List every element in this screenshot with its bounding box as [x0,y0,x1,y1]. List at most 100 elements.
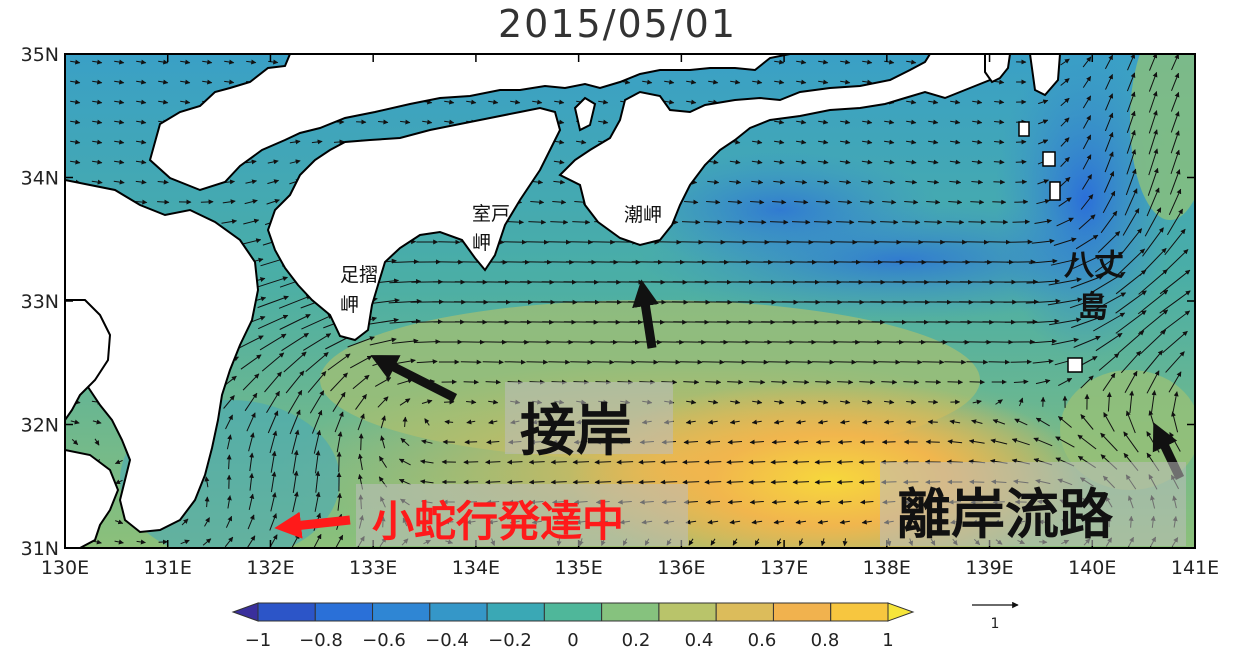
current-vector [903,379,920,385]
current-vector [136,79,147,85]
current-vector [818,399,829,405]
current-vector [792,479,810,485]
current-vector [1119,228,1143,256]
current-vector [798,538,804,546]
colorbar-tick-label: −0.2 [488,630,532,651]
current-vector [115,519,124,525]
current-vector [92,159,103,165]
current-vector [226,454,232,470]
current-vector [289,159,301,165]
current-vector [397,378,414,385]
current-vector [815,439,830,445]
current-vector [1014,199,1029,205]
current-vector [861,179,874,185]
current-vector [817,419,828,425]
current-vector [905,159,917,165]
current-vector [766,239,792,245]
current-vector [330,372,348,392]
current-vector [1148,129,1158,155]
current-vector [243,218,260,225]
land-masses [65,54,1083,548]
current-vector [592,359,615,365]
current-vector [1146,187,1160,217]
current-vector [242,373,260,391]
izu-island-3 [1049,181,1061,201]
current-vector [1126,129,1136,154]
place-muroto-1: 室戸 [472,203,511,225]
current-vector [114,139,125,145]
current-vector [525,239,549,245]
current-vector [701,359,725,365]
current-vector [92,79,103,85]
current-vector [416,359,438,365]
x-tick-label: 131E [144,557,192,579]
current-vector [949,419,961,425]
current-vector [686,79,697,85]
current-vector [369,337,397,346]
current-vector [334,411,344,433]
current-vector [1139,329,1167,355]
current-vector [949,159,961,165]
x-tick-label: 132E [246,557,294,579]
current-vector [485,459,501,465]
current-vector [1142,227,1164,257]
current-vector [1014,418,1028,426]
current-vector [811,359,835,365]
current-vector [1070,275,1104,289]
current-vector [965,239,989,245]
current-vector [1038,139,1049,145]
current-vector [927,159,939,165]
current-vector [180,99,191,105]
current-vector [855,239,880,245]
current-vector [905,179,918,185]
current-vector [399,398,411,406]
current-vector [422,119,433,125]
current-vector [747,219,767,225]
current-vector [884,399,895,405]
current-vector [638,479,656,485]
current-vector [594,459,612,465]
y-tick-label: 31N [21,538,59,560]
current-vector [1126,91,1136,113]
current-vector [400,119,411,125]
current-vector [136,539,146,545]
hachijo-island [1067,357,1083,373]
current-vector [266,390,280,413]
current-vector [1097,231,1121,253]
current-vector [837,379,854,385]
current-vector [683,379,700,385]
current-vector [278,295,312,309]
current-vector [1082,95,1092,109]
current-vector [246,535,256,548]
current-vector [70,419,80,425]
current-vector [1028,258,1058,264]
current-vector [729,179,742,185]
current-vector [463,459,479,465]
current-vector [444,419,454,425]
current-vector [1012,219,1030,225]
current-vector [994,119,1005,125]
current-vector [264,371,282,393]
kii-izu-land [558,54,1012,247]
current-vector [204,496,210,508]
current-vector [928,99,939,105]
current-vector [993,159,1005,165]
current-vector [488,419,498,425]
current-vector [1126,410,1136,434]
boso-land [1028,54,1062,97]
current-vector [796,59,807,65]
current-vector [682,459,700,465]
current-vector [1102,190,1116,214]
current-vector [550,459,567,465]
current-vector [971,419,983,425]
current-vector [1056,217,1074,227]
current-vector [248,472,254,491]
place-shiono: 潮岬 [624,204,663,226]
current-vector [1168,371,1182,393]
current-vector [528,459,545,465]
current-vector [136,99,147,105]
current-vector [503,239,527,245]
current-vector [1053,237,1077,246]
current-vector [283,351,307,373]
current-vector [482,359,504,365]
